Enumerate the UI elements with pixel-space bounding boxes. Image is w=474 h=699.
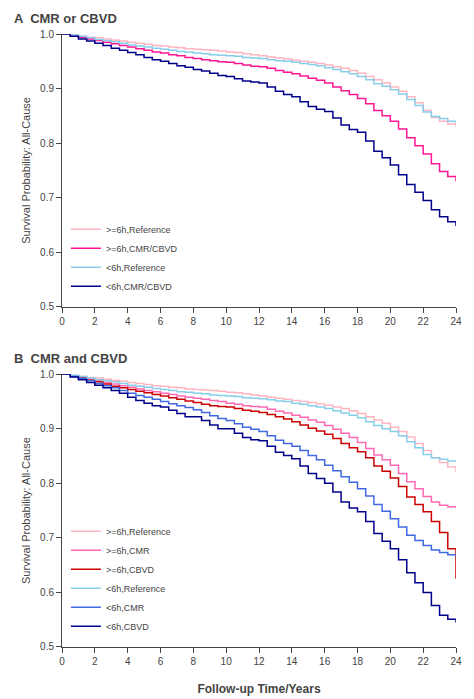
svg-text:<6h,CMR/CBVD: <6h,CMR/CBVD xyxy=(106,282,172,292)
svg-text:0.9: 0.9 xyxy=(40,83,54,94)
svg-text:<6h,Reference: <6h,Reference xyxy=(106,263,165,273)
svg-text:16: 16 xyxy=(319,656,331,667)
svg-text:>=6h,Reference: >=6h,Reference xyxy=(106,225,171,235)
svg-text:22: 22 xyxy=(418,316,430,327)
svg-text:8: 8 xyxy=(191,316,197,327)
svg-text:Survival Probability: All-Caus: Survival Probability: All-Cause xyxy=(20,437,32,584)
svg-text:<6h,Reference: <6h,Reference xyxy=(106,584,165,594)
svg-text:24: 24 xyxy=(450,316,462,327)
svg-text:1.0: 1.0 xyxy=(40,369,54,380)
svg-text:0.7: 0.7 xyxy=(40,532,54,543)
svg-text:14: 14 xyxy=(286,316,298,327)
svg-text:12: 12 xyxy=(253,656,265,667)
svg-text:2: 2 xyxy=(92,656,98,667)
svg-text:0.9: 0.9 xyxy=(40,423,54,434)
svg-text:0: 0 xyxy=(59,316,65,327)
svg-text:10: 10 xyxy=(221,316,233,327)
svg-text:20: 20 xyxy=(385,656,397,667)
svg-text:>=6h,CMR: >=6h,CMR xyxy=(106,546,150,556)
svg-text:0.7: 0.7 xyxy=(40,192,54,203)
svg-text:10: 10 xyxy=(221,656,233,667)
svg-text:>=6h,CBVD: >=6h,CBVD xyxy=(106,565,155,575)
svg-text:8: 8 xyxy=(191,656,197,667)
svg-text:B CMR and CBVD: B CMR and CBVD xyxy=(14,351,127,366)
svg-text:<6h,CBVD: <6h,CBVD xyxy=(106,622,149,632)
svg-text:0.6: 0.6 xyxy=(40,587,54,598)
svg-text:0.6: 0.6 xyxy=(40,247,54,258)
svg-text:0.5: 0.5 xyxy=(40,641,54,652)
svg-text:12: 12 xyxy=(253,316,265,327)
svg-text:6: 6 xyxy=(158,656,164,667)
svg-text:>=6h,Reference: >=6h,Reference xyxy=(106,527,171,537)
svg-text:Follow-up Time/Years: Follow-up Time/Years xyxy=(197,682,320,696)
svg-text:A CMR or CBVD: A CMR or CBVD xyxy=(14,11,117,26)
svg-text:18: 18 xyxy=(352,656,364,667)
svg-text:24: 24 xyxy=(450,656,462,667)
svg-text:14: 14 xyxy=(286,656,298,667)
svg-text:Survival Probability: All-Caus: Survival Probability: All-Cause xyxy=(20,97,32,244)
svg-text:18: 18 xyxy=(352,316,364,327)
svg-text:4: 4 xyxy=(125,316,131,327)
svg-text:1.0: 1.0 xyxy=(40,29,54,40)
svg-text:6: 6 xyxy=(158,316,164,327)
svg-text:2: 2 xyxy=(92,316,98,327)
svg-text:20: 20 xyxy=(385,316,397,327)
svg-text:22: 22 xyxy=(418,656,430,667)
svg-text:<6h,CMR: <6h,CMR xyxy=(106,603,145,613)
svg-text:0.8: 0.8 xyxy=(40,478,54,489)
svg-text:16: 16 xyxy=(319,316,331,327)
svg-text:0.8: 0.8 xyxy=(40,138,54,149)
svg-text:4: 4 xyxy=(125,656,131,667)
svg-text:>=6h,CMR/CBVD: >=6h,CMR/CBVD xyxy=(106,244,178,254)
svg-text:0.5: 0.5 xyxy=(40,301,54,312)
svg-text:0: 0 xyxy=(59,656,65,667)
